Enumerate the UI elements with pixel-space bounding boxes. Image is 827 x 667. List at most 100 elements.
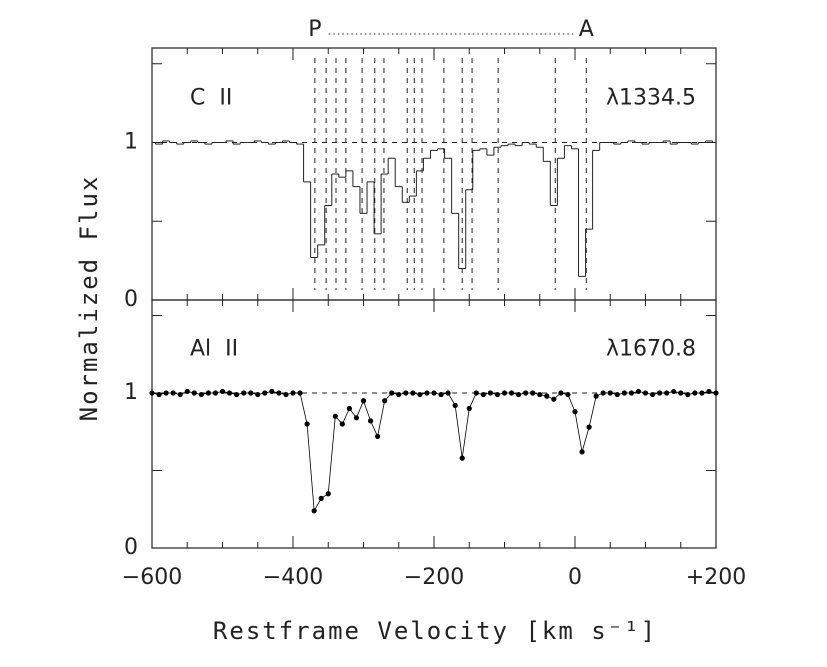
flux-point: [389, 390, 395, 396]
flux-point: [375, 433, 381, 439]
flux-point: [410, 390, 416, 396]
flux-point: [699, 390, 705, 396]
flux-point: [353, 415, 360, 421]
flux-point: [269, 388, 275, 395]
flux-point: [600, 390, 606, 396]
x-axis-label: Restframe Velocity [km s⁻¹]: [213, 617, 657, 645]
flux-point: [678, 390, 684, 396]
x-tick-label: +200: [686, 565, 746, 590]
y-tick-label: 0: [124, 535, 138, 560]
flux-point: [466, 405, 472, 412]
flux-point: [692, 390, 698, 396]
flux-point: [664, 390, 670, 396]
flux-point: [255, 391, 261, 398]
flux-point: [177, 391, 183, 398]
x-tick-label: −200: [404, 565, 464, 590]
flux-point: [628, 390, 635, 396]
y-tick-label: 1: [124, 130, 138, 155]
flux-point: [163, 390, 169, 396]
flux-point: [508, 390, 515, 396]
flux-point: [621, 390, 627, 396]
flux-point: [234, 391, 240, 398]
flux-point: [642, 390, 649, 396]
flux-point: [452, 402, 458, 408]
y-tick-label: 1: [124, 380, 138, 405]
flux-point: [311, 508, 317, 514]
flux-point: [424, 390, 430, 396]
flux-point: [248, 390, 254, 396]
flux-point: [191, 390, 197, 396]
flux-point: [431, 390, 437, 396]
line-label: λ1670.8: [606, 337, 696, 362]
flux-point: [184, 388, 190, 395]
x-tick-label: −400: [263, 565, 323, 590]
flux-point: [382, 398, 388, 404]
flux-point: [494, 391, 501, 398]
end-label: A: [579, 17, 594, 42]
flux-line: [151, 391, 717, 513]
flux-point: [537, 391, 543, 398]
flux-point: [325, 491, 331, 497]
flux-point: [635, 388, 642, 395]
flux-point: [523, 390, 529, 396]
flux-point: [530, 390, 536, 396]
ion-label: Al II: [190, 337, 238, 362]
flux-point: [480, 391, 486, 398]
flux-point: [607, 390, 613, 396]
flux-point: [283, 391, 289, 398]
flux-point: [445, 390, 451, 396]
flux-point: [360, 398, 367, 404]
flux-point: [219, 388, 226, 395]
flux-point: [290, 390, 296, 396]
x-tick-label: −600: [122, 565, 182, 590]
flux-point: [438, 391, 444, 398]
flux-point: [198, 391, 204, 398]
flux-point: [170, 390, 176, 396]
flux-point: [713, 390, 719, 396]
flux-point: [304, 421, 310, 427]
flux-point: [149, 390, 155, 396]
flux-point: [339, 421, 345, 427]
flux-point: [226, 390, 233, 396]
flux-point: [516, 391, 522, 398]
flux-point: [318, 495, 324, 501]
flux-point: [657, 390, 663, 396]
start-label: P: [308, 17, 321, 42]
flux-point: [241, 390, 247, 396]
flux-point: [544, 393, 550, 399]
flux-point: [706, 388, 712, 395]
flux-point: [487, 390, 493, 396]
flux-point: [501, 390, 508, 396]
flux-point: [262, 390, 268, 396]
flux-point: [614, 391, 620, 398]
line-label: λ1334.5: [606, 85, 696, 110]
flux-point: [276, 390, 282, 396]
ion-label: C II: [190, 85, 232, 110]
flux-point: [156, 391, 162, 398]
flux-point: [593, 393, 599, 399]
flux-point: [649, 391, 656, 398]
flux-point: [459, 455, 465, 461]
y-tick-label: 0: [124, 287, 138, 312]
flux-point: [551, 396, 557, 402]
flux-point: [332, 413, 338, 419]
flux-point: [396, 391, 402, 398]
flux-point: [212, 390, 219, 396]
flux-point: [685, 391, 691, 398]
flux-point: [565, 391, 571, 398]
flux-point: [558, 390, 564, 396]
flux-point: [417, 391, 423, 398]
y-axis-label: Normalized Flux: [75, 175, 103, 422]
flux-point: [403, 390, 409, 396]
flux-point: [367, 418, 374, 424]
flux-point: [579, 449, 585, 455]
flux-point: [346, 405, 352, 412]
flux-point: [473, 390, 479, 396]
flux-point: [586, 424, 592, 430]
flux-point: [297, 390, 303, 396]
x-tick-label: 0: [568, 565, 582, 590]
flux-point: [205, 390, 211, 396]
